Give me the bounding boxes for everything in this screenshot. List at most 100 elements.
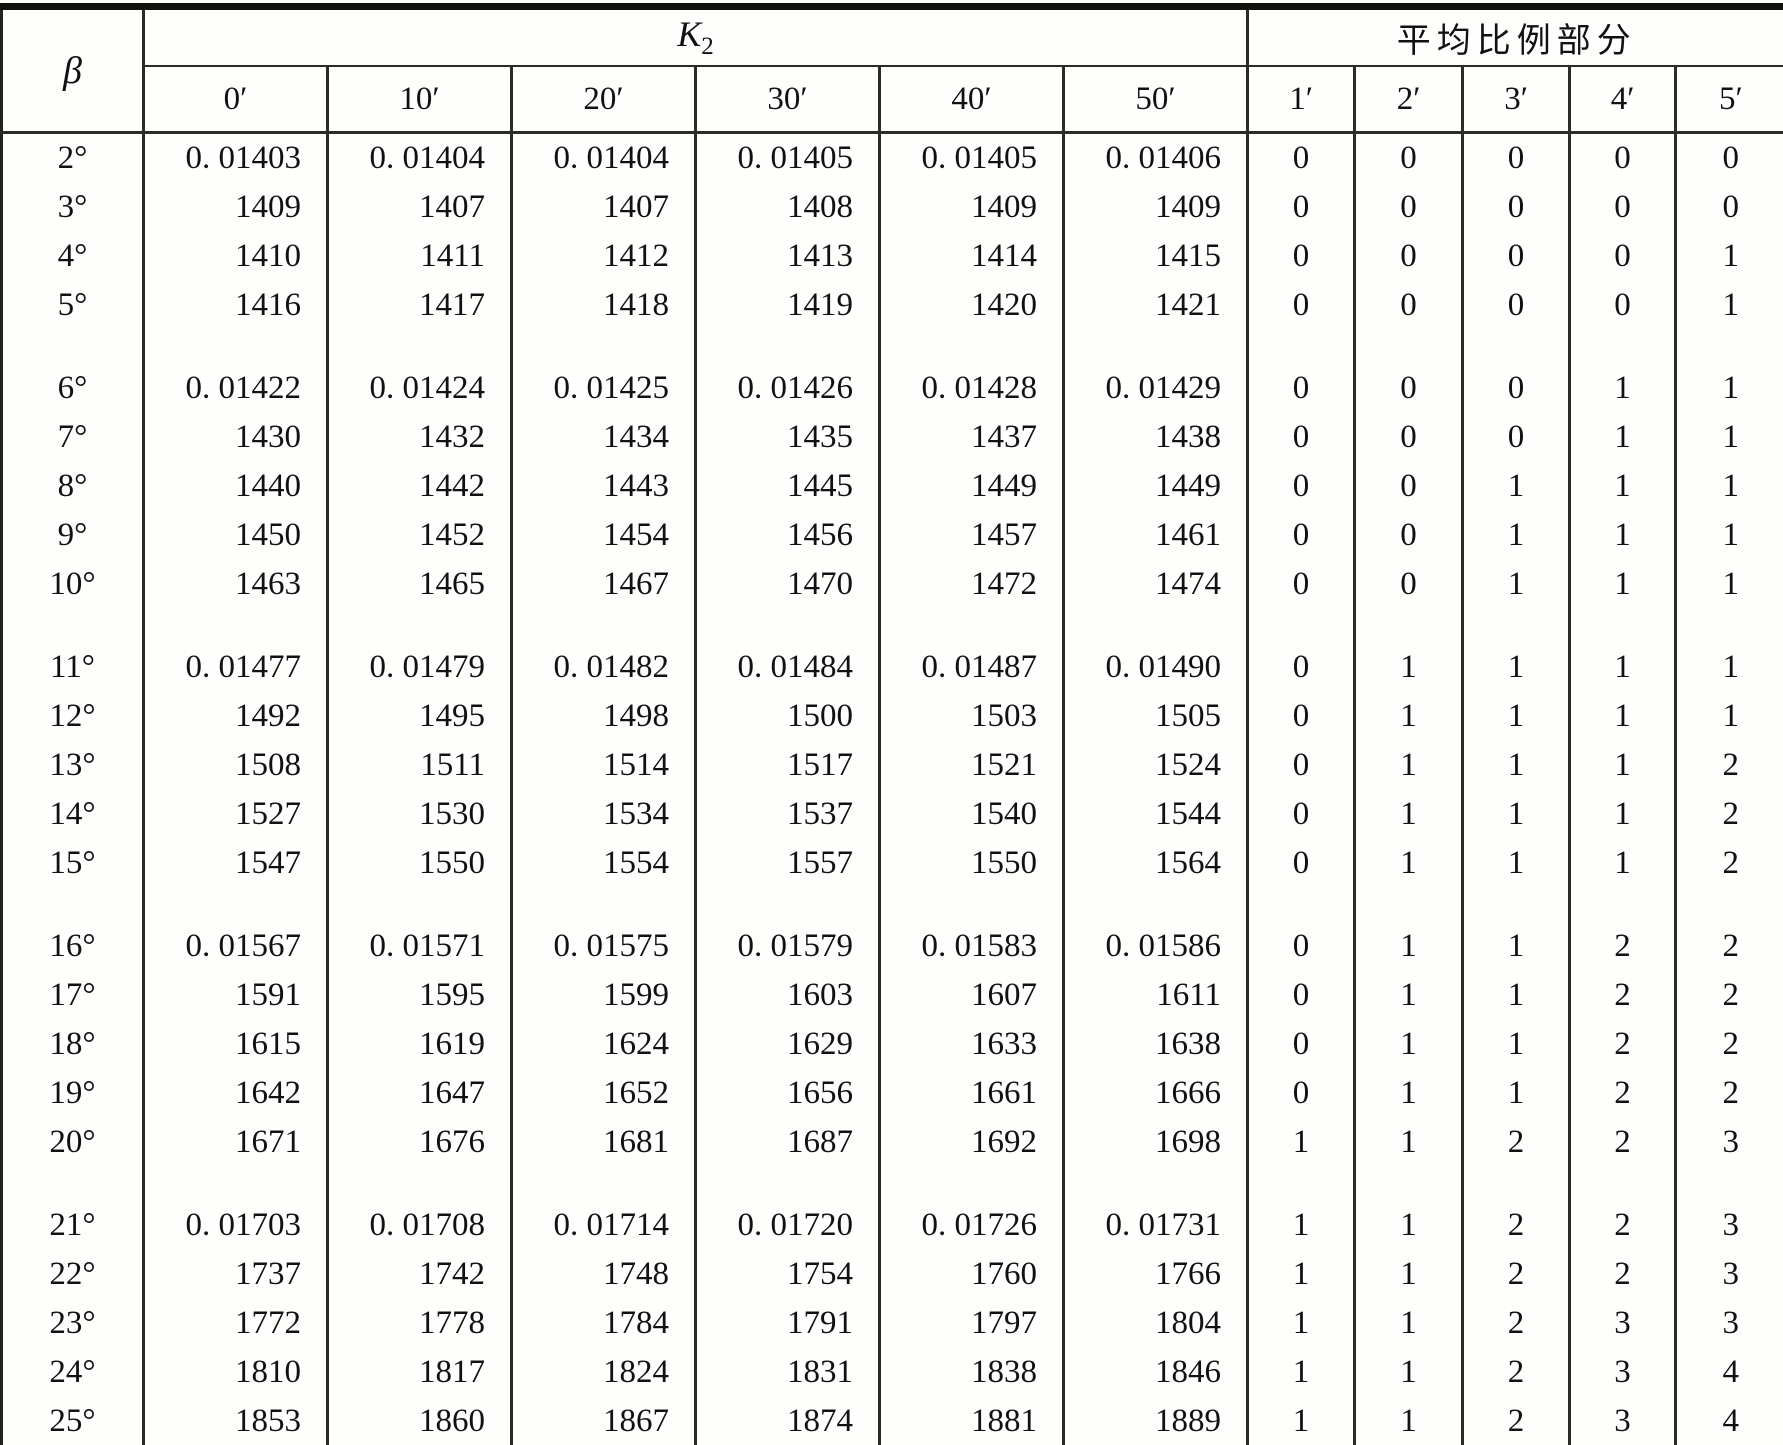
k2-coefficient-table: β K2 平均比例部分 0′ 10′ 20′ 30′ 40′ 50′ 1′ 2′… <box>0 3 1783 1445</box>
avg-part-cell: 1 <box>1722 468 1740 504</box>
avg-part-cell: 1 <box>1354 922 1465 971</box>
k2-value-cell: 1503 <box>879 692 1065 741</box>
k2-value-cell: 1435 <box>695 413 881 462</box>
avg-part-cell <box>1354 1167 1465 1201</box>
k2-value-cell <box>327 888 513 922</box>
k2-value-cell: 1603 <box>695 971 881 1020</box>
avg-part-cell: 0 <box>1247 232 1357 281</box>
k2-value-cell: 0. 01405 <box>695 132 881 183</box>
k2-value-cell: 1824 <box>511 1348 697 1397</box>
k2-value-cell: 0. 01406 <box>1063 132 1250 183</box>
k2-value-cell: 1652 <box>511 1069 697 1118</box>
k2-value-cell: 1638 <box>1063 1020 1250 1069</box>
k2-value-cell: 1537 <box>695 790 881 839</box>
avg-part-cell: 1 <box>1569 560 1678 609</box>
avg-part-cell: 0 <box>1569 183 1678 232</box>
beta-value-cell: 19° <box>1 1069 145 1118</box>
table-row: 15° 1547 1550 1554 1557 1550 1564 0 1 1 … <box>1 839 1783 888</box>
avg-part-cell: 0 <box>1354 462 1465 511</box>
k2-value-cell: 1474 <box>1063 560 1250 609</box>
table-row: 6° 0. 01422 0. 01424 0. 01425 0. 01426 0… <box>1 364 1783 413</box>
k2-value-cell: 1615 <box>143 1020 329 1069</box>
table-row: 11° 0. 01477 0. 01479 0. 01482 0. 01484 … <box>1 643 1783 692</box>
k2-value-cell: 1544 <box>1063 790 1250 839</box>
k2-value-cell: 1445 <box>695 462 881 511</box>
k2-minute-header-50: 50′ <box>1063 66 1250 134</box>
k2-value-cell: 1810 <box>143 1348 329 1397</box>
avg-part-cell: 1 <box>1569 741 1678 790</box>
k2-value-cell: 1430 <box>143 413 329 462</box>
k2-value-cell: 1831 <box>695 1348 881 1397</box>
k2-value-cell: 0. 01428 <box>879 364 1065 413</box>
k2-value-cell: 1437 <box>879 413 1065 462</box>
avg-part-cell: 1 <box>1569 790 1678 839</box>
k2-value-cell: 1737 <box>143 1250 329 1299</box>
avg-part-cell: 2 <box>1722 796 1740 832</box>
avg-part-cell: 0 <box>1462 232 1572 281</box>
k2-value-cell: 0. 01583 <box>879 922 1065 971</box>
beta-value-cell: 4° <box>1 232 145 281</box>
avg-part-cell: 2 <box>1569 1250 1678 1299</box>
avg-part-cell <box>1462 330 1572 364</box>
avg-part-cell: 1 <box>1462 692 1572 741</box>
k2-value-cell: 0. 01482 <box>511 643 697 692</box>
avg-part-cell: 2 <box>1462 1299 1572 1348</box>
avg-part-cell: 1 <box>1722 566 1740 602</box>
k2-value-cell: 1411 <box>327 232 513 281</box>
beta-value-cell <box>1 888 145 922</box>
k2-value-cell: 1540 <box>879 790 1065 839</box>
avg-part-cell: 2 <box>1722 977 1740 1013</box>
table-row: 19° 1642 1647 1652 1656 1661 1666 0 1 1 … <box>1 1069 1783 1118</box>
k2-value-cell <box>879 888 1065 922</box>
k2-value-cell: 1511 <box>327 741 513 790</box>
avg-part-cell: 0 <box>1247 922 1357 971</box>
k2-value-cell: 1408 <box>695 183 881 232</box>
k2-value-cell: 1434 <box>511 413 697 462</box>
avg-part-cell: 3 <box>1722 1305 1740 1341</box>
k2-value-cell: 0. 01479 <box>327 643 513 692</box>
k2-value-cell: 1514 <box>511 741 697 790</box>
k2-value-cell <box>695 888 881 922</box>
k2-value-cell: 1524 <box>1063 741 1250 790</box>
table-row: 3° 1409 1407 1407 1408 1409 1409 0 0 0 0… <box>1 183 1783 232</box>
avg-part-cell: 1 <box>1462 741 1572 790</box>
k2-value-cell: 1611 <box>1063 971 1250 1020</box>
avg-part-cell: 2 <box>1462 1250 1572 1299</box>
beta-value-cell: 17° <box>1 971 145 1020</box>
avg-part-cell: 1 <box>1354 1118 1465 1167</box>
avg-part-cell: 0 <box>1569 132 1678 183</box>
table-row: 7° 1430 1432 1434 1435 1437 1438 0 0 0 1… <box>1 413 1783 462</box>
k2-value-cell: 1804 <box>1063 1299 1250 1348</box>
beta-value-cell: 15° <box>1 839 145 888</box>
k2-value-cell: 0. 01404 <box>327 132 513 183</box>
k2-value-cell: 1656 <box>695 1069 881 1118</box>
k2-value-cell: 1416 <box>143 281 329 330</box>
avg-part-cell: 4 <box>1722 1354 1740 1390</box>
avg-part-cell: 0 <box>1354 132 1465 183</box>
k2-value-cell: 1778 <box>327 1299 513 1348</box>
beta-value-cell: 9° <box>1 511 145 560</box>
k2-value-cell: 1661 <box>879 1069 1065 1118</box>
avg-minute-header-1: 1′ <box>1247 66 1357 134</box>
avg-part-cell: 1 <box>1722 419 1740 455</box>
avg-part-cell: 0 <box>1354 364 1465 413</box>
avg-part-cell: 1 <box>1462 922 1572 971</box>
avg-part-cell: 1 <box>1462 790 1572 839</box>
k2-value-cell: 1412 <box>511 232 697 281</box>
k2-value-cell: 1692 <box>879 1118 1065 1167</box>
avg-part-cell: 1 <box>1569 692 1678 741</box>
avg-part-cell: 0 <box>1354 413 1465 462</box>
k2-value-cell: 1666 <box>1063 1069 1250 1118</box>
beta-value-cell: 21° <box>1 1201 145 1250</box>
k2-value-cell: 1500 <box>695 692 881 741</box>
avg-part-cell: 2 <box>1569 1069 1678 1118</box>
table-row: 14° 1527 1530 1534 1537 1540 1544 0 1 1 … <box>1 790 1783 839</box>
avg-part-cell: 0 <box>1247 511 1357 560</box>
beta-value-cell: 2° <box>1 132 145 183</box>
table-row: 9° 1450 1452 1454 1456 1457 1461 0 0 1 1… <box>1 511 1783 560</box>
avg-part-cell: 2 <box>1722 1026 1740 1062</box>
avg-part-cell: 1 <box>1569 643 1678 692</box>
k2-value-cell: 1607 <box>879 971 1065 1020</box>
beta-value-cell: 10° <box>1 560 145 609</box>
k2-value-cell: 1419 <box>695 281 881 330</box>
